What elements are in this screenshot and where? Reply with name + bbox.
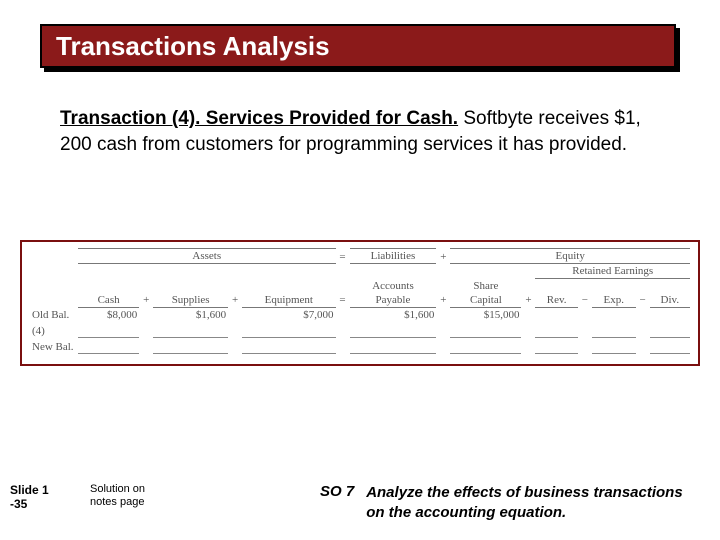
liabilities-header: Liabilities — [350, 249, 437, 264]
so-text: Analyze the effects of business transact… — [366, 483, 696, 522]
so-number: SO 7 — [320, 483, 354, 500]
sc-header-2: Capital — [450, 293, 521, 308]
retained-earnings-header: Retained Earnings — [535, 264, 690, 279]
cash-header: Cash — [78, 293, 139, 308]
transaction-lead: Transaction (4). Services Provided for C… — [60, 108, 458, 129]
assets-header: Assets — [78, 249, 336, 264]
ap-header-2: Payable — [350, 293, 437, 308]
equity-header: Equity — [450, 249, 690, 264]
solution-note: Solution on notes page — [90, 483, 170, 509]
sc-header-1: Share — [450, 279, 521, 293]
old-equip: $7,000 — [242, 307, 335, 322]
old-supplies: $1,600 — [153, 307, 228, 322]
slide-number: Slide 1 -35 — [10, 483, 70, 512]
slide-title: Transactions Analysis — [56, 31, 330, 62]
tx4-label: (4) — [30, 322, 78, 338]
equipment-header: Equipment — [242, 293, 335, 308]
exp-header: Exp. — [592, 293, 636, 308]
rev-header: Rev. — [535, 293, 577, 308]
equation-table: Assets = Liabilities + Equity Retained E… — [20, 240, 700, 366]
old-sc: $15,000 — [450, 307, 521, 322]
ap-header-1: Accounts — [350, 279, 437, 293]
footer: Slide 1 -35 Solution on notes page SO 7 … — [0, 483, 720, 522]
old-cash: $8,000 — [78, 307, 139, 322]
supplies-header: Supplies — [153, 293, 228, 308]
body-text: Transaction (4). Services Provided for C… — [60, 106, 660, 157]
equals-op: = — [336, 249, 350, 264]
old-ap: $1,600 — [350, 307, 437, 322]
title-bar: Transactions Analysis — [40, 24, 676, 68]
new-bal-label: New Bal. — [30, 338, 78, 354]
div-header: Div. — [650, 293, 690, 308]
plus-op: + — [436, 249, 450, 264]
old-bal-label: Old Bal. — [30, 307, 78, 322]
